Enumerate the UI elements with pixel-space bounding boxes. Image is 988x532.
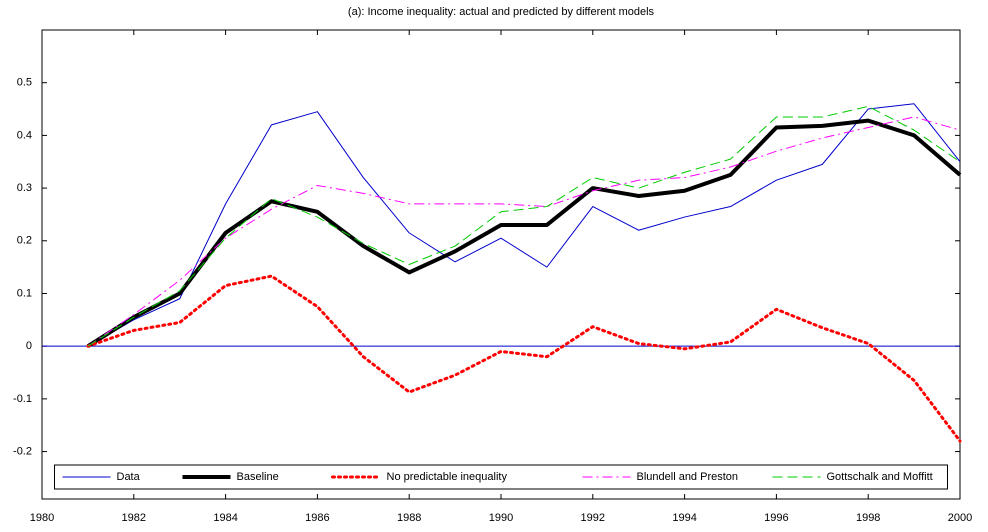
legend: Data Baseline No predictable inequality Blu… — [54, 464, 948, 490]
x-tick-label: 1986 — [305, 512, 329, 524]
y-tick-label: 0.4 — [17, 129, 32, 141]
x-tick-label: 1990 — [489, 512, 513, 524]
legend-label: Gottschalk and Moffitt — [827, 471, 933, 483]
series-line — [87, 103, 961, 347]
series-line — [87, 116, 961, 347]
x-tick-label: 1998 — [856, 512, 880, 524]
y-tick-label: 0.1 — [17, 287, 32, 299]
y-tick-label: 0.5 — [17, 77, 32, 89]
legend-label: Baseline — [237, 471, 279, 483]
series-line — [87, 105, 961, 347]
legend-label: No predictable inequality — [387, 471, 508, 483]
y-tick-label: 0.2 — [17, 235, 32, 247]
series-line — [86, 118, 962, 348]
y-tick-label: 0 — [26, 340, 32, 352]
y-tick-label: -0.2 — [13, 445, 32, 457]
x-tick-label: 1984 — [213, 512, 237, 524]
x-tick-label: 1996 — [764, 512, 788, 524]
x-tick-label: 2000 — [948, 512, 972, 524]
x-tick-label: 1982 — [122, 512, 146, 524]
x-tick-label: 1994 — [672, 512, 696, 524]
y-tick-label: 0.3 — [17, 182, 32, 194]
y-tick-label: -0.1 — [13, 393, 32, 405]
x-tick-label: 1988 — [397, 512, 421, 524]
series-line — [86, 274, 962, 443]
legend-label: Blundell and Preston — [637, 471, 739, 483]
legend-label: Data — [117, 471, 141, 483]
chart-title: (a): Income inequality: actual and predi… — [348, 6, 655, 18]
x-tick-label: 1992 — [581, 512, 605, 524]
plot-frame — [41, 29, 961, 500]
x-tick-label: 1980 — [30, 512, 54, 524]
